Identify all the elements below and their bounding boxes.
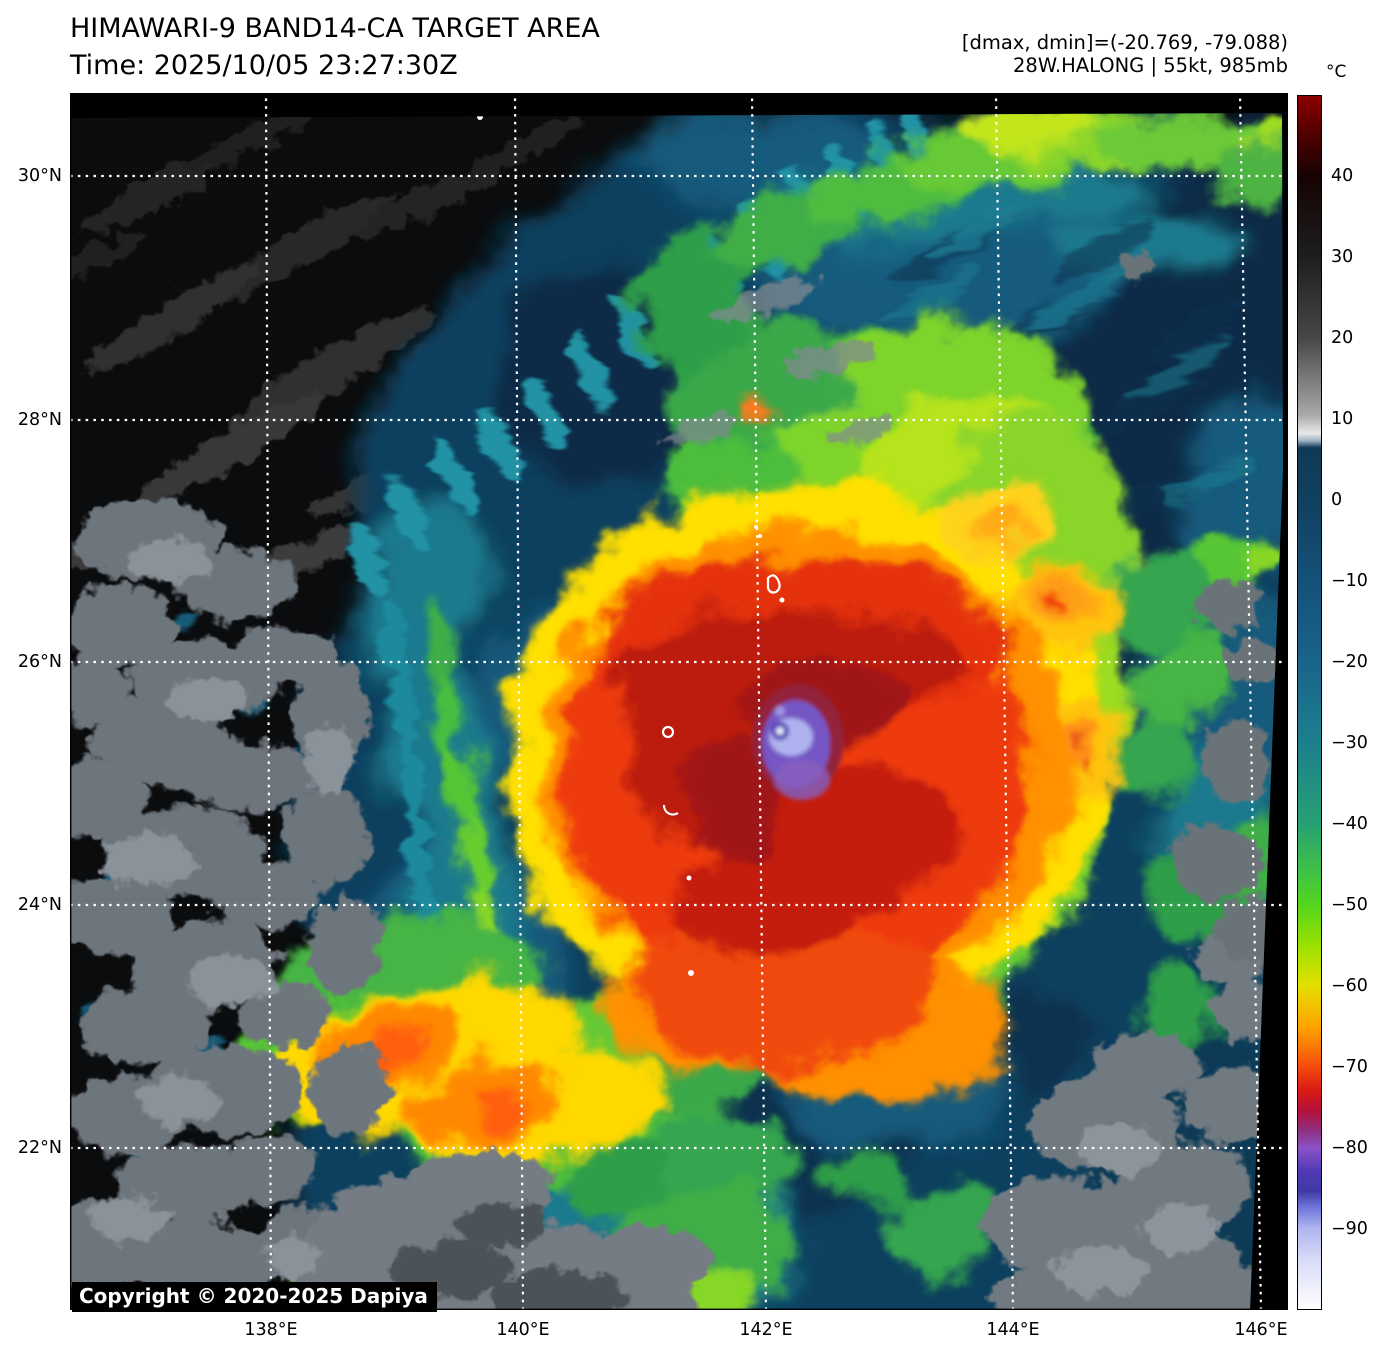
data-region: [70, 113, 1283, 1310]
colorbar-tick: −20: [1331, 652, 1368, 672]
colorbar-tick: −70: [1331, 1057, 1368, 1077]
lon-label: 144°E: [986, 1320, 1040, 1340]
colorbar-tick: −10: [1331, 571, 1368, 591]
temperature-colorbar: [1297, 95, 1322, 1310]
storm-eye: [752, 684, 844, 800]
colorbar-tick: 20: [1331, 328, 1354, 348]
axes-frame: [70, 93, 1288, 1310]
title-block: HIMAWARI-9 BAND14-CA TARGET AREA Time: 2…: [70, 10, 600, 84]
colorbar-tick: −40: [1331, 814, 1368, 834]
colorbar-tick: 40: [1331, 166, 1354, 186]
lon-label: 138°E: [244, 1320, 298, 1340]
lat-label: 22°N: [17, 1138, 62, 1158]
colorbar-tick: −60: [1331, 976, 1368, 996]
colorbar-tick: 0: [1331, 490, 1343, 510]
page-title: HIMAWARI-9 BAND14-CA TARGET AREA: [70, 13, 600, 44]
satellite-map: Copyright © 2020-2025 Dapiya: [70, 93, 1288, 1312]
lon-label: 142°E: [739, 1320, 793, 1340]
dmax-dmin-readout: [dmax, dmin]=(-20.769, -79.088): [961, 31, 1288, 54]
timestamp: Time: 2025/10/05 23:27:30Z: [70, 50, 458, 81]
satellite-imagery: [70, 93, 1288, 1310]
colorbar-unit: °C: [1326, 62, 1347, 82]
gray-cloud-fields: [70, 255, 1283, 1310]
colorbar-tick: −90: [1331, 1219, 1368, 1239]
copyright-badge: Copyright © 2020-2025 Dapiya: [72, 1282, 437, 1312]
info-block: [dmax, dmin]=(-20.769, -79.088) 28W.HALO…: [962, 31, 1288, 77]
lat-label: 24°N: [17, 895, 62, 915]
colorbar-tick: −50: [1331, 895, 1368, 915]
lat-label: 28°N: [17, 410, 62, 430]
colorbar-tick: 10: [1331, 409, 1354, 429]
lon-label: 146°E: [1234, 1320, 1288, 1340]
colorbar-tick: −80: [1331, 1138, 1368, 1158]
colorbar-tick: 30: [1331, 247, 1354, 267]
lat-label: 26°N: [17, 652, 62, 672]
graticule: [70, 93, 1283, 1310]
colorbar-tick: −30: [1331, 733, 1368, 753]
lat-label: 30°N: [17, 166, 62, 186]
storm-info-readout: 28W.HALONG | 55kt, 985mb: [1013, 54, 1288, 77]
lon-label: 140°E: [496, 1320, 550, 1340]
